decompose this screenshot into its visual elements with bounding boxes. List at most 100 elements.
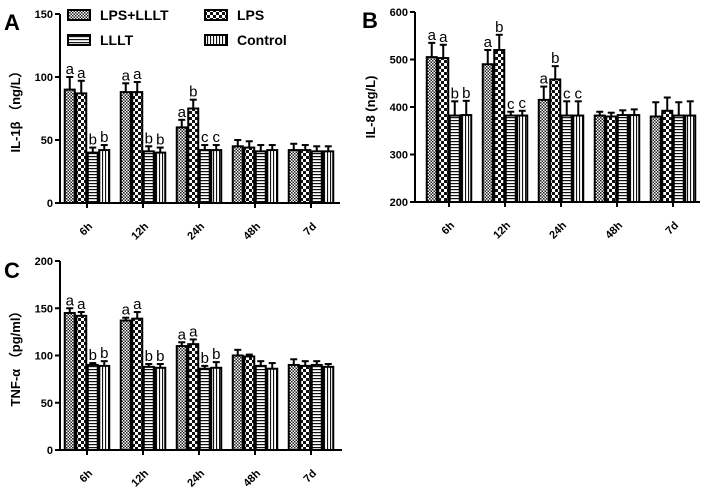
bar-lps-lllt [175,345,188,451]
y-tick-label: 50 [41,398,53,410]
bar-control [460,114,473,203]
bar-control [210,149,223,204]
x-tick-label: 6h [78,220,96,238]
bar-lps-lllt [175,126,188,204]
bar-lps-lllt [593,114,606,203]
significance-letter: b [551,50,559,67]
significance-letter: b [462,85,470,102]
y-tick-label: 200 [390,197,408,209]
bar-lllt [448,114,461,203]
bar-lllt [504,114,517,203]
y-tick-label: 600 [390,7,408,19]
legend-label: LPS [237,7,264,23]
bar-control [628,114,641,203]
significance-letter: c [213,129,221,146]
significance-letter: b [495,19,503,36]
significance-letter: a [428,27,437,44]
x-tick-label: 7d [302,468,320,486]
significance-letter: a [66,292,75,309]
significance-letter: b [100,345,108,362]
significance-letter: b [189,84,197,101]
legend-swatch [204,9,228,21]
bar-lps-lllt [231,354,244,451]
legend-label: LLLT [100,32,134,48]
bar-lps [493,49,506,203]
y-axis-label: IL-1β （ng/L） [8,64,23,152]
bar-lllt [86,151,99,205]
x-tick-label: 7d [302,221,320,239]
panel-label: A [4,10,20,35]
bar-control [322,150,335,204]
significance-letter: b [156,132,164,149]
bar-lps-lllt [231,145,244,205]
bar-lllt [560,114,573,203]
y-axis-label: IL-8 (ng/L) [363,76,378,139]
bar-lps-lllt [63,311,76,451]
bar-control [98,149,111,204]
significance-letter: c [507,96,515,113]
legend-swatch [67,9,91,21]
y-tick-label: 200 [35,256,53,268]
significance-letter: a [77,65,86,82]
bar-control [684,114,697,203]
x-tick-label: 48h [603,219,625,241]
significance-letter: a [133,66,142,83]
bar-lps-lllt [649,115,662,203]
bar-lps [187,343,200,451]
bar-control [516,114,529,203]
significance-letter: b [100,129,108,146]
bar-control [154,151,167,205]
bar-control [210,366,223,451]
bar-lllt [142,365,155,451]
significance-letter: b [145,348,153,365]
significance-letter: a [77,296,86,313]
bar-lllt [254,364,267,451]
bar-lllt [616,114,629,203]
significance-letter: b [201,350,209,367]
y-tick-label: 150 [35,303,53,315]
bar-lllt [86,363,99,452]
significance-letter: a [122,67,131,84]
x-tick-label: 7d [664,220,682,238]
bar-lps-lllt [537,98,550,203]
bar-control [322,365,335,451]
y-tick-label: 150 [35,9,53,21]
significance-letter: b [145,130,153,147]
significance-letter: b [156,348,164,365]
bar-lps [605,115,618,203]
legend-label: Control [237,32,287,48]
bar-lllt [310,363,323,452]
significance-letter: c [575,85,583,102]
x-tick-label: 48h [241,220,263,242]
x-tick-label: 24h [547,219,569,241]
significance-letter: a [122,302,131,319]
legend-label: LPS+LLLT [100,7,169,23]
significance-letter: b [89,347,97,364]
y-tick-label: 500 [390,55,408,67]
significance-letter: a [189,323,198,340]
significance-letter: c [519,95,527,112]
bar-lps [75,314,88,451]
bar-lps-lllt [63,88,76,204]
bar-lps [549,78,562,203]
bar-lps-lllt [119,319,132,451]
bar-lps [299,149,312,204]
x-tick-label: 12h [129,467,151,489]
bar-lps [661,109,674,203]
bar-control [154,366,167,451]
bar-control [266,149,279,204]
bar-lps [131,317,144,451]
significance-letter: b [451,85,459,102]
significance-letter: a [66,61,75,78]
significance-letter: b [89,132,97,149]
significance-letter: a [439,29,448,46]
y-axis-label: TNF-α （pg/ml） [8,305,23,407]
bar-lps-lllt [481,63,494,203]
bar-lllt [672,114,685,203]
y-tick-label: 0 [47,198,53,210]
bar-lllt [142,150,155,204]
significance-letter: a [540,71,549,88]
